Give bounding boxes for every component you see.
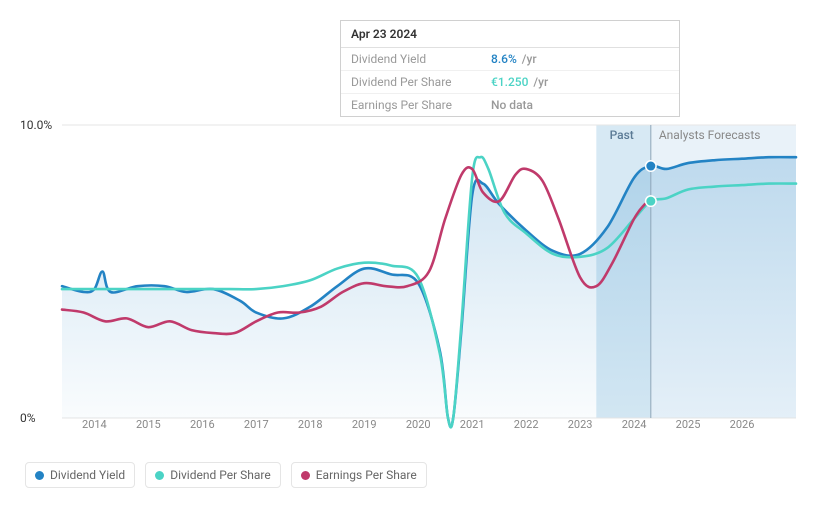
y-axis-tick: 0% bbox=[20, 411, 36, 425]
x-axis-tick: 2023 bbox=[568, 418, 593, 431]
x-axis-tick: 2022 bbox=[514, 418, 539, 431]
tooltip-metric-value: 8.6% /yr bbox=[491, 52, 537, 66]
x-axis-tick: 2020 bbox=[406, 418, 431, 431]
tooltip-date: Apr 23 2024 bbox=[341, 21, 679, 48]
x-axis: 2014 2015 2016 2017 2018 2019 2020 2021 2022 2023… bbox=[62, 418, 796, 438]
tooltip-metric-value: €1.250 /yr bbox=[491, 75, 548, 89]
x-axis-tick: 2026 bbox=[730, 418, 755, 431]
chart-legend: Dividend Yield Dividend Per Share Earnings… bbox=[25, 462, 427, 488]
legend-dot-icon bbox=[301, 471, 310, 480]
plot-area[interactable]: Past Analysts Forecasts bbox=[62, 125, 796, 418]
tooltip-row: Dividend Per Share€1.250 /yr bbox=[341, 71, 679, 94]
x-axis-tick: 2021 bbox=[460, 418, 485, 431]
legend-item[interactable]: Earnings Per Share bbox=[291, 462, 427, 488]
tooltip-metric-label: Dividend Per Share bbox=[351, 75, 491, 89]
tooltip-metric-label: Earnings Per Share bbox=[351, 98, 491, 112]
x-axis-tick: 2017 bbox=[244, 418, 269, 431]
x-axis-tick: 2019 bbox=[352, 418, 377, 431]
x-axis-tick: 2014 bbox=[82, 418, 107, 431]
legend-label: Dividend Yield bbox=[50, 468, 125, 482]
legend-item[interactable]: Dividend Yield bbox=[25, 462, 135, 488]
past-region-label: Past bbox=[610, 128, 634, 142]
forecast-region-label: Analysts Forecasts bbox=[659, 128, 761, 142]
tooltip-row: Dividend Yield8.6% /yr bbox=[341, 48, 679, 71]
y-axis-tick: 10.0% bbox=[20, 118, 52, 132]
x-axis-tick: 2018 bbox=[298, 418, 323, 431]
dividend-chart: Apr 23 2024 Dividend Yield8.6% /yrDivide… bbox=[20, 20, 801, 488]
tooltip-metric-value: No data bbox=[491, 98, 533, 112]
x-axis-tick: 2025 bbox=[676, 418, 701, 431]
tooltip-row: Earnings Per ShareNo data bbox=[341, 94, 679, 116]
x-axis-tick: 2015 bbox=[136, 418, 161, 431]
legend-item[interactable]: Dividend Per Share bbox=[145, 462, 281, 488]
x-axis-tick: 2016 bbox=[190, 418, 215, 431]
legend-label: Dividend Per Share bbox=[170, 468, 271, 482]
legend-dot-icon bbox=[35, 471, 44, 480]
x-axis-tick: 2024 bbox=[622, 418, 647, 431]
legend-label: Earnings Per Share bbox=[316, 468, 417, 482]
tooltip-metric-label: Dividend Yield bbox=[351, 52, 491, 66]
legend-dot-icon bbox=[155, 471, 164, 480]
chart-tooltip: Apr 23 2024 Dividend Yield8.6% /yrDivide… bbox=[340, 20, 680, 117]
plot-svg bbox=[62, 125, 796, 418]
